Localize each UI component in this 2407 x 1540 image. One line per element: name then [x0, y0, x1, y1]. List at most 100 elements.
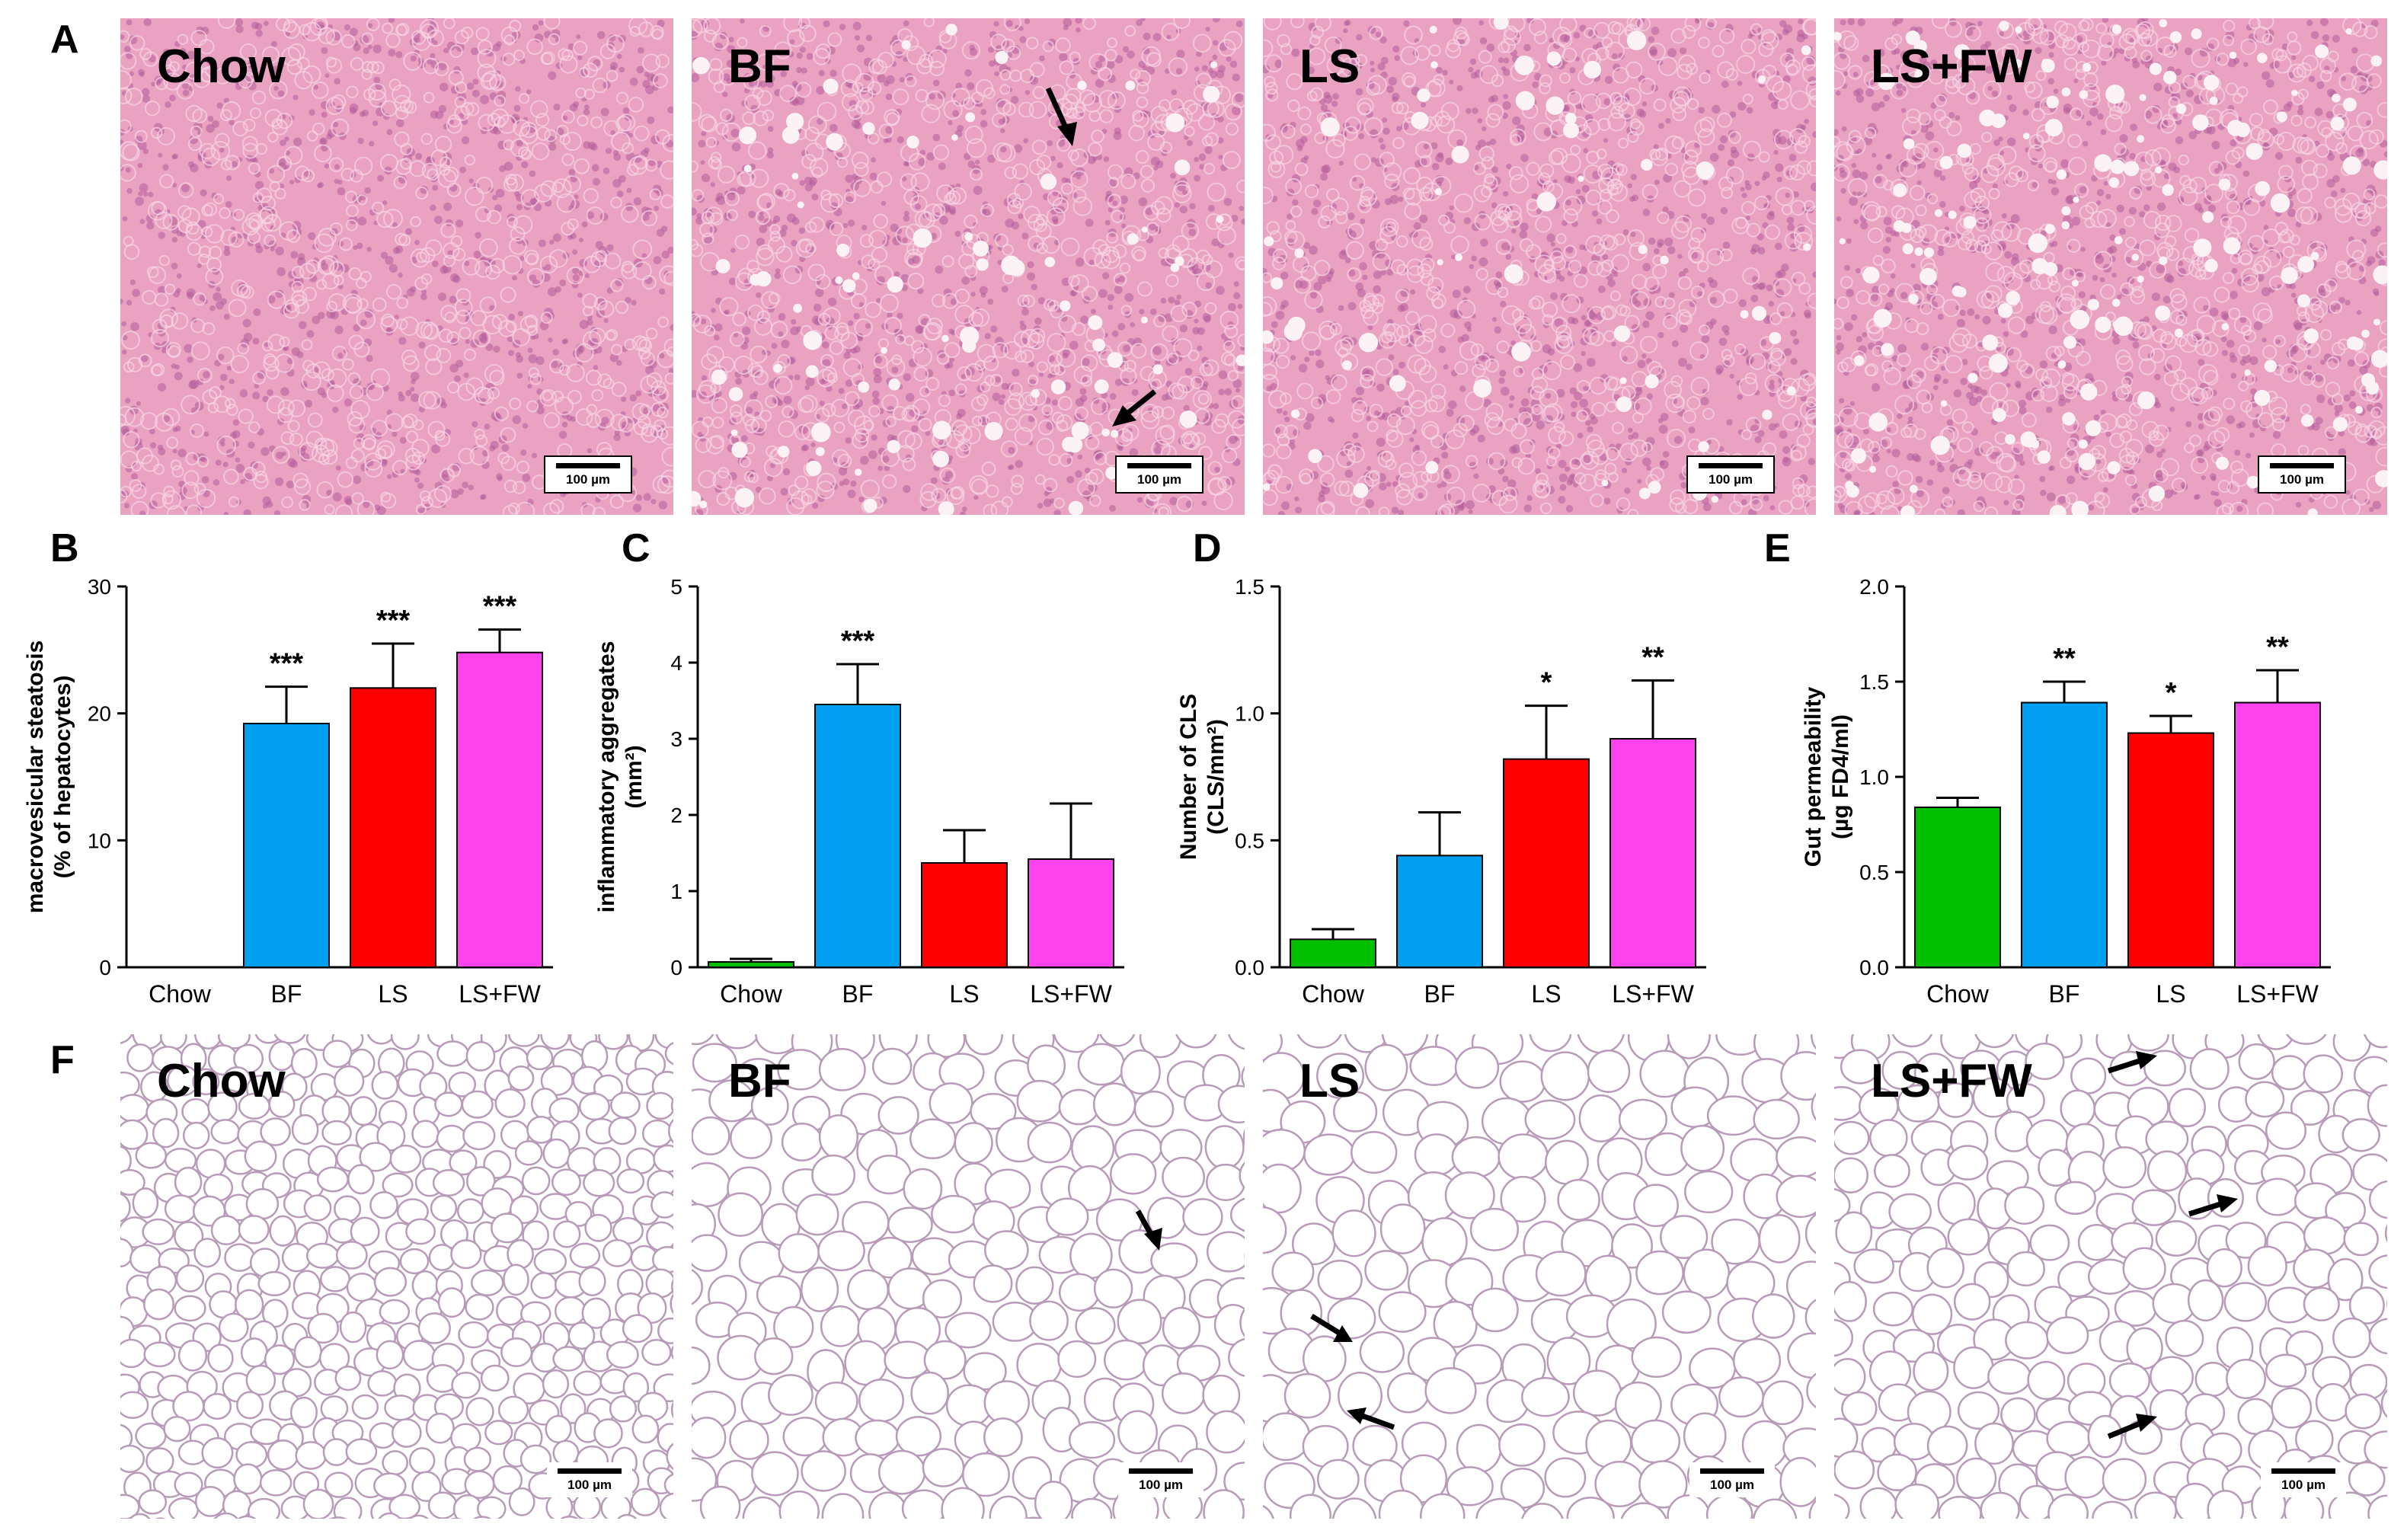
panel-letter-a: A: [50, 18, 79, 62]
y-axis-label: (mm²): [622, 745, 647, 808]
significance-mark: *: [1541, 667, 1552, 699]
bar-ls-fw: [1609, 738, 1696, 968]
scale-bar-text: 100 µm: [567, 1478, 612, 1492]
scale-bar: 100 µm: [1115, 455, 1204, 494]
x-tick-label: BF: [271, 980, 302, 1008]
significance-mark: **: [2266, 631, 2289, 663]
significance-mark: **: [1641, 641, 1664, 673]
scale-bar: 100 µm: [2258, 455, 2346, 494]
bar-chow: [708, 961, 794, 968]
adipose-image-ls-fw: LS+FW 100 µm: [1834, 1034, 2387, 1519]
y-tick-label: 0.0: [1859, 956, 1889, 979]
scale-bar-text: 100 µm: [1139, 1478, 1183, 1492]
y-tick-label: 1: [670, 880, 682, 903]
adipose-image-ls: LS 100 µm: [1263, 1034, 1816, 1519]
y-axis-label: Number of CLS: [1176, 694, 1201, 860]
bar-ls-fw: [1028, 858, 1114, 968]
liver-image-ls-fw: LS+FW 100 µm: [1834, 18, 2387, 515]
y-tick-label: 20: [88, 702, 111, 726]
y-tick-label: 2.0: [1859, 575, 1889, 599]
x-tick-label: Chow: [149, 980, 212, 1008]
panel-letter-c: C: [622, 526, 650, 570]
panel-letter-d: D: [1193, 526, 1222, 570]
bar-bf: [1396, 855, 1483, 969]
liver-tissue-texture: [1263, 18, 1816, 515]
adipose-tissue-texture: [120, 1034, 673, 1519]
panel-letter-b: B: [50, 526, 79, 570]
chart-c: 0 1 2 3 4 5 inflammatory aggregates (mm²) Chow **…: [571, 526, 1181, 1028]
x-tick-label: LS+FW: [459, 980, 541, 1008]
significance-mark: ***: [270, 648, 304, 680]
chart-b: 0 10 20 30 macrovesicular steatosis (% of hep…: [0, 526, 609, 1028]
y-tick-label: 0: [99, 956, 111, 979]
scale-bar: 100 µm: [544, 455, 632, 494]
liver-tissue-texture: [1834, 18, 2387, 515]
y-tick-label: 1.0: [1235, 702, 1264, 726]
image-label-ls: LS: [1299, 1055, 1360, 1107]
x-tick-label: LS: [1531, 980, 1561, 1008]
image-label-chow: Chow: [157, 40, 286, 93]
image-label-chow: Chow: [157, 1055, 286, 1107]
chart-e: 0.0 0.5 1.0 1.5 2.0 Gut permeability (µg FD4/m…: [1714, 526, 2331, 1028]
adipose-tissue-texture: [692, 1034, 1245, 1519]
scale-bar-text: 100 µm: [1137, 472, 1181, 487]
significance-mark: ***: [841, 625, 875, 657]
scale-bar: 100 µm: [547, 1462, 632, 1497]
bar-chow: [1290, 938, 1376, 968]
y-tick-label: 4: [670, 651, 682, 675]
liver-image-ls: LS 100 µm: [1263, 18, 1816, 515]
scale-bar-text: 100 µm: [1709, 472, 1753, 487]
y-tick-label: 30: [88, 575, 111, 599]
x-tick-label: LS+FW: [1612, 980, 1694, 1008]
image-label-ls-fw: LS+FW: [1871, 1055, 2032, 1107]
arrow-icon: [1135, 1209, 1162, 1251]
x-tick-label: LS+FW: [1030, 980, 1112, 1008]
image-label-bf: BF: [728, 40, 791, 93]
x-tick-label: Chow: [1926, 980, 1990, 1008]
scale-bar: 100 µm: [2261, 1462, 2346, 1497]
y-tick-label: 0.5: [1235, 829, 1264, 852]
significance-mark: ***: [483, 591, 517, 623]
scale-bar: 100 µm: [1686, 455, 1775, 494]
scale-bar-text: 100 µm: [1710, 1478, 1754, 1492]
panel-letter-e: E: [1764, 526, 1791, 570]
liver-image-bf: BF 100 µm: [692, 18, 1245, 515]
y-axis-label: (% of hepatocytes): [50, 676, 75, 879]
bar-ls: [2127, 732, 2214, 968]
y-tick-label: 1.0: [1859, 765, 1889, 789]
x-tick-label: LS+FW: [2236, 980, 2319, 1008]
image-label-bf: BF: [728, 1055, 791, 1107]
x-tick-label: LS: [378, 980, 408, 1008]
y-axis-label: (µg FD4/ml): [1828, 714, 1853, 839]
x-tick-label: LS: [949, 980, 979, 1008]
scale-bar-text: 100 µm: [2280, 472, 2324, 487]
bar-ls-fw: [456, 651, 543, 969]
bar-chow: [1914, 807, 2001, 968]
scale-bar: 100 µm: [1689, 1462, 1775, 1497]
liver-image-chow: Chow 100 µm: [120, 18, 673, 515]
y-axis-label: Gut permeability: [1801, 686, 1826, 867]
x-tick-label: BF: [842, 980, 874, 1008]
y-tick-label: 2: [670, 804, 682, 827]
significance-mark: **: [2053, 643, 2076, 675]
liver-tissue-texture: [692, 18, 1245, 515]
y-axis-label: macrovesicular steatosis: [23, 641, 48, 914]
liver-tissue-texture: [120, 18, 673, 515]
y-tick-label: 1.5: [1235, 575, 1264, 599]
y-tick-label: 0.5: [1859, 861, 1889, 884]
bar-bf: [2021, 701, 2108, 968]
chart-d: 0.0 0.5 1.0 1.5 Number of CLS (CLS/mm²) Chow BF…: [1143, 526, 1752, 1028]
x-tick-label: BF: [1424, 980, 1456, 1008]
panel-letter-f: F: [50, 1038, 75, 1082]
bar-bf: [814, 704, 901, 968]
arrow-icon: [2107, 1051, 2238, 1439]
significance-mark: *: [2166, 677, 2177, 709]
y-tick-label: 5: [670, 575, 682, 599]
x-tick-label: BF: [2049, 980, 2080, 1008]
bar-ls-fw: [2234, 701, 2321, 968]
bar-ls: [1503, 758, 1590, 968]
y-tick-label: 1.5: [1859, 670, 1889, 694]
arrow-icon: [1310, 1314, 1395, 1430]
y-tick-label: 3: [670, 727, 682, 751]
x-tick-label: Chow: [720, 980, 783, 1008]
